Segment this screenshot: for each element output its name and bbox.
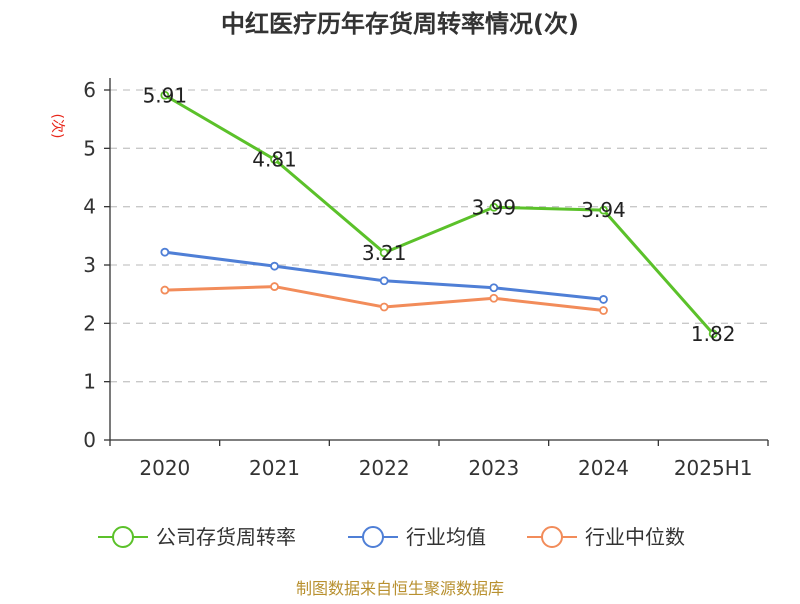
data-point[interactable] [160, 90, 170, 100]
data-label: 4.81 [252, 147, 297, 171]
data-point[interactable] [270, 261, 279, 271]
legend-marker-icon [112, 526, 134, 548]
axes: 0 1 2 3 4 5 6 2020 2021 2022 2023 2024 2025H1 [83, 78, 769, 480]
y-tick-label: 3 [83, 253, 96, 277]
x-tick-label: 2020 [139, 456, 190, 480]
data-label: 5.91 [143, 83, 188, 107]
data-point[interactable] [379, 276, 389, 286]
y-tick-label: 2 [83, 311, 96, 335]
data-point[interactable] [489, 283, 499, 293]
y-tick-label: 4 [83, 195, 96, 219]
data-point[interactable] [708, 329, 718, 339]
data-point[interactable] [270, 155, 279, 164]
data-point[interactable] [160, 285, 170, 295]
legend[interactable]: 公司存货周转率 行业均值 行业中位数 [98, 525, 685, 549]
legend-marker-icon [362, 526, 384, 548]
legend-item[interactable]: 行业均值 [348, 525, 486, 549]
data-label: 3.21 [362, 241, 407, 265]
x-tick-label: 2021 [249, 456, 300, 480]
y-tick-label: 1 [83, 370, 96, 394]
legend-label: 公司存货周转率 [156, 525, 296, 549]
data-point[interactable] [599, 205, 608, 215]
x-tick-label: 2022 [359, 456, 410, 480]
data-labels: 5.91 4.81 3.21 3.99 3.94 1.82 [143, 83, 736, 346]
data-point[interactable] [270, 282, 279, 291]
data-point[interactable] [379, 248, 389, 258]
data-label: 3.94 [581, 198, 626, 222]
data-point[interactable] [489, 202, 499, 212]
x-tick-label: 2025H1 [674, 456, 753, 480]
legend-marker-icon [541, 526, 563, 548]
data-point[interactable] [599, 306, 608, 315]
data-point[interactable] [599, 295, 608, 304]
data-label: 3.99 [472, 195, 517, 219]
chart-title: 中红医疗历年存货周转率情况(次) [221, 10, 579, 38]
data-point[interactable] [379, 302, 389, 312]
series-line [164, 93, 715, 335]
x-tick-label: 2023 [468, 456, 519, 480]
legend-label: 行业中位数 [585, 525, 685, 549]
x-tick-label: 2024 [578, 456, 629, 480]
series-lines [160, 90, 718, 339]
y-tick-label: 6 [83, 78, 96, 102]
y-tick-label: 0 [83, 428, 96, 452]
legend-label: 行业均值 [406, 525, 486, 549]
gridlines [110, 89, 768, 383]
y-axis-unit-label: (次) [49, 114, 65, 139]
data-point[interactable] [160, 247, 170, 257]
y-tick-label: 5 [83, 136, 96, 160]
legend-item[interactable]: 行业中位数 [527, 525, 685, 549]
data-label: 1.82 [691, 322, 736, 346]
legend-item[interactable]: 公司存货周转率 [98, 525, 296, 549]
source-note: 制图数据来自恒生聚源数据库 [296, 579, 504, 598]
data-point[interactable] [489, 293, 499, 303]
